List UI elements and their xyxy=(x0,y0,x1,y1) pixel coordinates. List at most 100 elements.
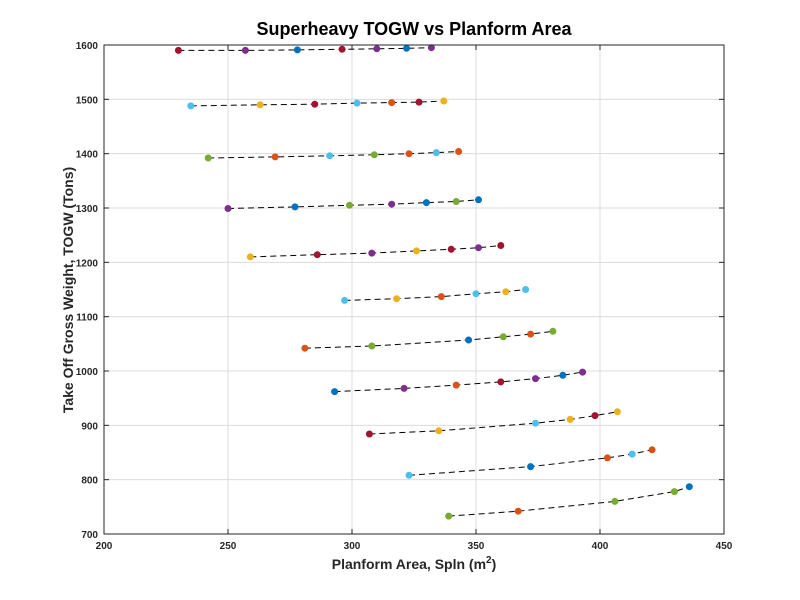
data-point xyxy=(291,203,299,211)
series xyxy=(405,446,656,479)
data-point xyxy=(341,296,349,304)
data-point xyxy=(579,368,587,376)
data-point xyxy=(338,45,346,53)
data-point xyxy=(393,295,401,303)
data-point xyxy=(326,152,334,160)
data-point xyxy=(368,342,376,350)
y-tick-label: 900 xyxy=(81,421,98,432)
data-point xyxy=(670,488,678,496)
x-tick-label: 400 xyxy=(592,541,609,552)
series-line xyxy=(369,411,618,435)
x-axis: 200 250 300 350 400 450 xyxy=(96,45,733,552)
data-point xyxy=(271,153,279,161)
series xyxy=(187,97,448,110)
x-tick-label: 250 xyxy=(220,541,237,552)
data-point xyxy=(403,44,411,52)
data-point xyxy=(514,507,522,515)
data-point xyxy=(475,196,482,204)
x-axis-label-suffix: ) xyxy=(492,556,497,572)
x-axis-label-prefix: Planform Area, Spln (m xyxy=(332,556,486,572)
data-point xyxy=(413,247,420,255)
data-point xyxy=(346,201,353,209)
series xyxy=(445,483,693,520)
series xyxy=(246,242,505,261)
series-line xyxy=(448,486,690,517)
data-point xyxy=(437,293,445,301)
series xyxy=(204,148,463,162)
data-point xyxy=(685,483,693,491)
series-line xyxy=(408,449,653,476)
data-point xyxy=(353,99,361,107)
data-point xyxy=(365,430,373,438)
data-point xyxy=(293,46,301,54)
x-tick-label: 450 xyxy=(716,541,733,552)
data-point xyxy=(648,446,656,454)
chart-title: Superheavy TOGW vs Planform Area xyxy=(256,19,572,39)
data-point xyxy=(440,97,448,105)
data-point xyxy=(549,327,557,335)
data-point xyxy=(373,45,381,53)
y-tick-label: 1000 xyxy=(76,367,99,378)
series xyxy=(365,408,621,438)
data-point xyxy=(452,381,460,389)
data-point xyxy=(591,412,599,420)
data-point xyxy=(532,375,539,383)
data-point xyxy=(187,102,195,110)
data-point xyxy=(455,148,463,155)
y-tick-label: 700 xyxy=(81,530,98,541)
series xyxy=(174,44,435,54)
y-tick-label: 1300 xyxy=(76,204,99,215)
data-point xyxy=(447,245,455,253)
data-point xyxy=(465,336,473,344)
y-tick-label: 1500 xyxy=(76,95,99,106)
data-point xyxy=(174,46,182,54)
data-point xyxy=(370,151,378,159)
plot-area xyxy=(104,45,724,534)
x-tick-label: 200 xyxy=(96,541,113,552)
data-point xyxy=(435,427,443,435)
data-point xyxy=(452,198,460,205)
data-point xyxy=(532,419,539,427)
data-point xyxy=(405,471,413,479)
data-point xyxy=(422,199,430,207)
y-axis: 700 800 900 1000 1100 1200 1300 1400 1500 1600 xyxy=(76,41,724,541)
data-point xyxy=(331,388,339,396)
data-point xyxy=(472,290,480,298)
y-tick-label: 800 xyxy=(81,476,98,487)
y-tick-label: 1600 xyxy=(76,41,99,52)
data-point xyxy=(566,415,574,423)
data-point xyxy=(241,46,249,54)
x-axis-label: Planform Area, Spln (m2) xyxy=(332,555,497,572)
y-tick-label: 1100 xyxy=(76,313,98,324)
data-point xyxy=(475,244,482,252)
data-point xyxy=(502,288,510,296)
series xyxy=(331,368,587,396)
plot-border xyxy=(103,44,725,535)
y-tick-label: 1400 xyxy=(76,150,99,161)
data-point xyxy=(405,150,413,158)
data-point xyxy=(628,450,636,458)
data-point xyxy=(522,286,530,293)
series-line xyxy=(304,330,553,349)
series-layer xyxy=(174,44,693,520)
data-point xyxy=(301,344,309,352)
data-point xyxy=(427,44,435,52)
data-point xyxy=(246,253,254,261)
data-point xyxy=(603,454,611,462)
series xyxy=(224,196,482,212)
data-point xyxy=(224,205,232,212)
data-point xyxy=(415,98,423,106)
data-point xyxy=(527,463,535,471)
y-tick-label: 1200 xyxy=(76,258,99,269)
data-point xyxy=(445,512,453,520)
data-point xyxy=(388,200,396,208)
data-point xyxy=(256,101,264,109)
series xyxy=(341,286,530,304)
x-axis-label-superscript: 2 xyxy=(486,555,492,566)
data-point xyxy=(497,378,505,386)
data-point xyxy=(559,371,567,379)
data-point xyxy=(311,100,319,108)
data-point xyxy=(499,333,507,341)
data-point xyxy=(613,408,621,416)
